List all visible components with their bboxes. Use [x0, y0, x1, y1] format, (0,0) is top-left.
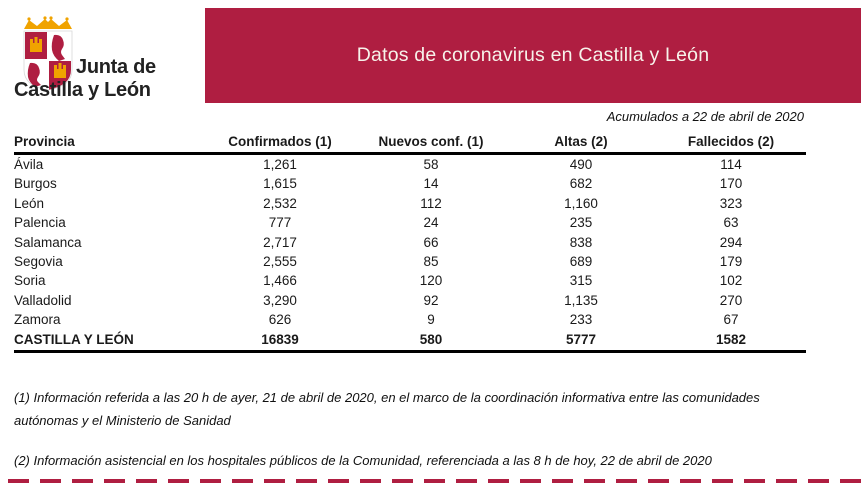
footnote-1-line1: (1) Información referida a las 20 h de a…	[14, 390, 760, 405]
altas-cell: 1,160	[564, 195, 598, 211]
total-confirmados-cell: 16839	[204, 329, 356, 353]
fallecidos-cell: 102	[719, 273, 743, 289]
confirmados-cell: 2,532	[263, 195, 297, 211]
altas-cell: 1,135	[564, 292, 598, 308]
province-cell: Valladolid	[14, 292, 72, 308]
confirmados-cell: 1,261	[263, 157, 297, 172]
cropped-bottom-banner	[8, 479, 861, 483]
total-label-cell: CASTILLA Y LEÓN	[14, 329, 204, 353]
province-cell: Burgos	[14, 176, 57, 192]
covid-province-table: Provincia Confirmados (1) Nuevos conf. (…	[14, 133, 806, 353]
province-cell: Segovia	[14, 254, 63, 270]
confirmados-cell: 777	[268, 215, 292, 231]
col-header-altas: Altas (2)	[506, 133, 656, 155]
total-altas-cell: 5777	[506, 329, 656, 353]
table-row: Salamanca 2,717 66 838 294	[14, 233, 806, 252]
altas-cell: 315	[569, 273, 593, 289]
table-row: Palencia 777 24 235 63	[14, 213, 806, 232]
table-row: Soria 1,466 120 315 102	[14, 271, 806, 290]
province-cell: Soria	[14, 273, 46, 289]
nuevos-cell: 24	[423, 215, 439, 231]
total-fallecidos-cell: 1582	[656, 329, 806, 353]
table-header-row: Provincia Confirmados (1) Nuevos conf. (…	[14, 133, 806, 155]
fallecidos-cell: 179	[719, 254, 743, 270]
province-cell: León	[14, 195, 45, 211]
table-total-row: CASTILLA Y LEÓN 16839 580 5777 1582	[14, 329, 806, 353]
province-cell: Zamora	[14, 312, 61, 328]
col-header-nuevos: Nuevos conf. (1)	[356, 133, 506, 155]
confirmados-cell: 3,290	[263, 292, 297, 308]
altas-cell: 235	[569, 215, 593, 231]
footnote-1: (1) Información referida a las 20 h de a…	[14, 386, 814, 432]
footnote-2: (2) Información asistencial en los hospi…	[14, 449, 814, 472]
footnote-2-line1: (2) Información asistencial en los hospi…	[14, 453, 712, 468]
fallecidos-cell: 270	[719, 292, 743, 308]
confirmados-cell: 1,466	[263, 273, 297, 289]
confirmados-cell: 626	[268, 312, 292, 328]
altas-cell: 682	[569, 176, 593, 192]
col-header-fallecidos: Fallecidos (2)	[656, 133, 806, 155]
province-cell: Salamanca	[14, 234, 82, 250]
total-nuevos-cell: 580	[356, 329, 506, 353]
nuevos-cell: 120	[419, 273, 443, 289]
logo-text-line2: Castilla y León	[14, 79, 151, 101]
altas-cell: 490	[569, 157, 593, 172]
nuevos-cell: 66	[423, 234, 439, 250]
altas-cell: 689	[569, 254, 593, 270]
nuevos-cell: 112	[420, 195, 442, 211]
col-header-provincia: Provincia	[14, 133, 204, 155]
nuevos-cell: 9	[427, 312, 435, 328]
province-cell: Palencia	[14, 215, 66, 231]
confirmados-cell: 2,555	[263, 254, 297, 270]
fallecidos-cell: 114	[720, 157, 742, 172]
page-title: Datos de coronavirus en Castilla y León	[356, 44, 710, 66]
jcyl-logo: Junta de Castilla y León	[14, 12, 184, 107]
table-row: León 2,532 112 1,160 323	[14, 194, 806, 213]
nuevos-cell: 14	[423, 176, 439, 192]
table-row: Burgos 1,615 14 682 170	[14, 174, 806, 193]
table-row: Zamora 626 9 233 67	[14, 310, 806, 329]
table-row: Valladolid 3,290 92 1,135 270	[14, 291, 806, 310]
header-banner: Datos de coronavirus en Castilla y León	[205, 8, 861, 103]
logo-text-line1: Junta de	[76, 56, 156, 78]
table-row: Ávila 1,261 58 490 114	[14, 154, 806, 175]
confirmados-cell: 1,615	[263, 176, 297, 192]
fallecidos-cell: 63	[723, 215, 739, 231]
province-cell: Ávila	[14, 157, 44, 172]
accumulated-date-subtitle: Acumulados a 22 de abril de 2020	[606, 109, 804, 124]
nuevos-cell: 58	[423, 157, 439, 172]
altas-cell: 233	[569, 312, 593, 328]
fallecidos-cell: 294	[719, 234, 743, 250]
fallecidos-cell: 170	[719, 176, 743, 192]
footnote-1-line2: autónomas y el Ministerio de Sanidad	[14, 413, 231, 428]
fallecidos-cell: 323	[719, 195, 743, 211]
nuevos-cell: 85	[423, 254, 439, 270]
confirmados-cell: 2,717	[263, 234, 297, 250]
fallecidos-cell: 67	[723, 312, 739, 328]
col-header-confirmados: Confirmados (1)	[204, 133, 356, 155]
coat-of-arms-icon	[23, 16, 73, 91]
nuevos-cell: 92	[423, 292, 439, 308]
altas-cell: 838	[569, 234, 593, 250]
table-row: Segovia 2,555 85 689 179	[14, 252, 806, 271]
